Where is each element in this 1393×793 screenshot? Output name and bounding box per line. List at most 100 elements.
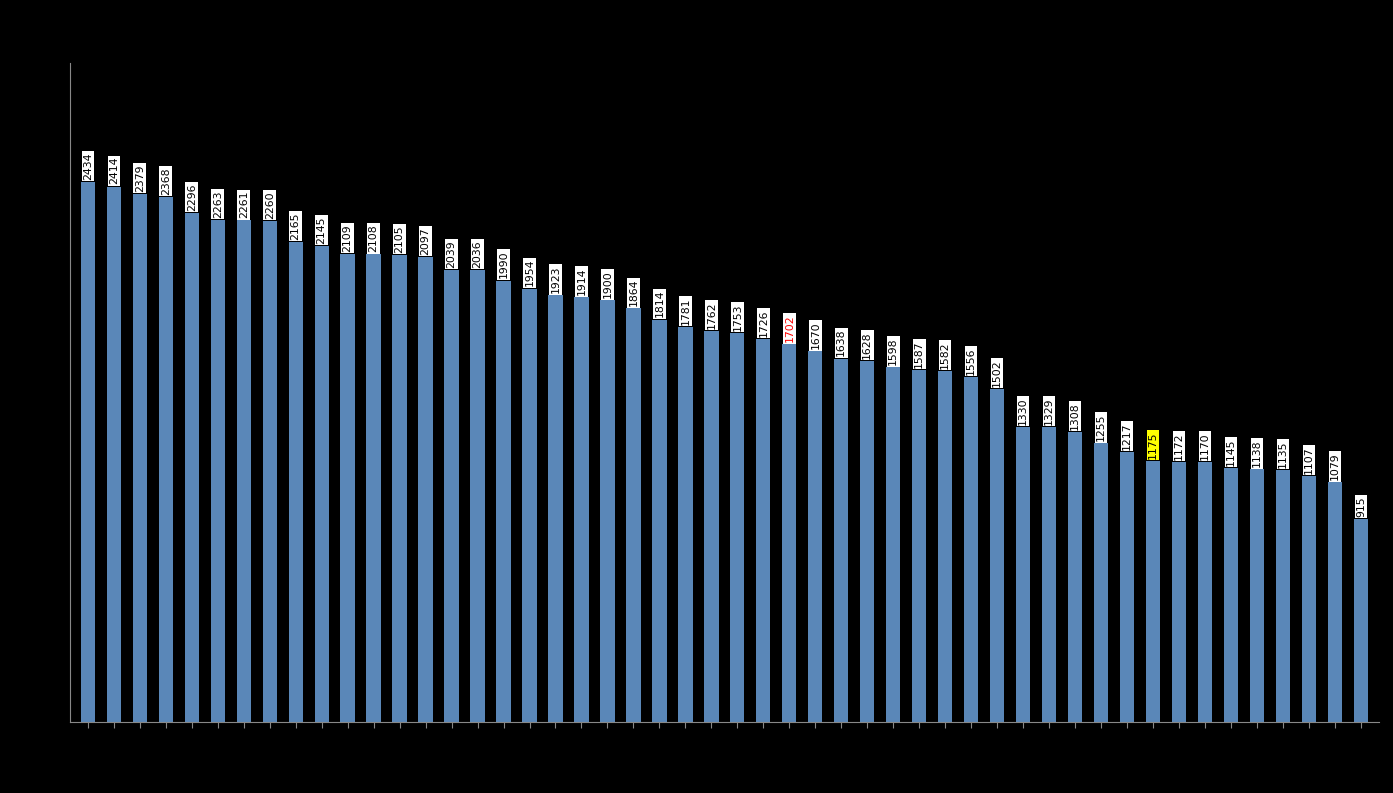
- Bar: [937, 371, 953, 722]
- Text: 1864: 1864: [628, 279, 638, 306]
- Bar: [549, 296, 563, 722]
- Bar: [522, 289, 536, 722]
- Bar: [1120, 452, 1134, 722]
- Text: 1107: 1107: [1304, 446, 1314, 474]
- Bar: [730, 333, 744, 722]
- Text: 2165: 2165: [291, 212, 301, 239]
- Bar: [471, 270, 485, 722]
- Bar: [1146, 462, 1160, 722]
- Text: 1628: 1628: [862, 331, 872, 358]
- Bar: [340, 255, 355, 722]
- Text: 1990: 1990: [499, 251, 508, 278]
- Bar: [393, 255, 407, 722]
- Bar: [496, 281, 511, 722]
- Bar: [262, 220, 277, 722]
- Text: 1172: 1172: [1174, 432, 1184, 460]
- Text: 1079: 1079: [1330, 453, 1340, 481]
- Text: 1954: 1954: [525, 259, 535, 286]
- Bar: [600, 301, 614, 722]
- Text: 1135: 1135: [1277, 440, 1289, 468]
- Bar: [834, 358, 848, 722]
- Text: 2260: 2260: [265, 191, 274, 219]
- Bar: [1224, 468, 1238, 722]
- Text: 2039: 2039: [447, 240, 457, 267]
- Bar: [705, 331, 719, 722]
- Text: 2414: 2414: [109, 157, 118, 185]
- Bar: [1042, 427, 1056, 722]
- Text: 1145: 1145: [1226, 439, 1236, 465]
- Bar: [1198, 462, 1212, 722]
- Text: 1670: 1670: [811, 322, 820, 349]
- Bar: [1276, 470, 1290, 722]
- Bar: [81, 182, 95, 722]
- Text: 2296: 2296: [187, 183, 196, 211]
- Bar: [1250, 469, 1263, 722]
- Text: 1138: 1138: [1252, 440, 1262, 467]
- Text: 1726: 1726: [758, 309, 769, 337]
- Text: 1587: 1587: [914, 340, 924, 368]
- Text: 2263: 2263: [213, 190, 223, 218]
- Text: 1255: 1255: [1096, 414, 1106, 441]
- Text: 2109: 2109: [343, 224, 352, 252]
- Text: 2261: 2261: [238, 191, 249, 218]
- Text: 2108: 2108: [369, 224, 379, 252]
- Bar: [237, 220, 251, 722]
- Bar: [418, 257, 433, 722]
- Text: 1502: 1502: [992, 359, 1002, 386]
- Bar: [159, 197, 173, 722]
- Bar: [1094, 443, 1109, 722]
- Text: 1556: 1556: [967, 347, 976, 374]
- Bar: [990, 389, 1004, 722]
- Text: 1781: 1781: [680, 297, 691, 324]
- Text: 1598: 1598: [889, 338, 898, 366]
- Bar: [288, 242, 302, 722]
- Bar: [678, 327, 692, 722]
- Bar: [781, 344, 797, 722]
- Text: 2368: 2368: [160, 167, 171, 194]
- Text: 1217: 1217: [1121, 422, 1133, 450]
- Text: 1814: 1814: [655, 290, 664, 317]
- Bar: [912, 370, 926, 722]
- Text: 2145: 2145: [316, 216, 327, 244]
- Text: 1753: 1753: [733, 304, 742, 331]
- Bar: [756, 339, 770, 722]
- Bar: [859, 361, 875, 722]
- Bar: [627, 308, 641, 722]
- Bar: [1354, 519, 1368, 722]
- Text: 1900: 1900: [602, 270, 613, 298]
- Text: 1330: 1330: [1018, 397, 1028, 425]
- Bar: [808, 351, 822, 722]
- Bar: [210, 220, 224, 722]
- Bar: [652, 320, 667, 722]
- Text: 1175: 1175: [1148, 431, 1158, 459]
- Text: 1762: 1762: [706, 301, 716, 329]
- Bar: [1328, 482, 1341, 722]
- Bar: [185, 213, 199, 722]
- Text: 1923: 1923: [550, 266, 560, 293]
- Bar: [315, 246, 329, 722]
- Bar: [1015, 427, 1031, 722]
- Text: 1914: 1914: [577, 268, 586, 295]
- Text: 1329: 1329: [1045, 397, 1055, 425]
- Text: 2105: 2105: [394, 225, 404, 253]
- Bar: [1068, 431, 1082, 722]
- Bar: [964, 377, 978, 722]
- Text: 2097: 2097: [421, 227, 430, 255]
- Bar: [886, 367, 900, 722]
- Text: 2036: 2036: [472, 240, 482, 268]
- Bar: [107, 186, 121, 722]
- Text: 1308: 1308: [1070, 402, 1080, 430]
- Text: 1638: 1638: [836, 329, 847, 356]
- Bar: [366, 255, 380, 722]
- Text: 1582: 1582: [940, 341, 950, 369]
- Text: 1702: 1702: [784, 315, 794, 343]
- Bar: [444, 270, 458, 722]
- Text: 1170: 1170: [1199, 432, 1211, 460]
- Bar: [1302, 477, 1316, 722]
- Bar: [132, 194, 146, 722]
- Bar: [1172, 462, 1187, 722]
- Text: 915: 915: [1355, 496, 1367, 517]
- Text: 2434: 2434: [82, 152, 93, 180]
- Text: 2379: 2379: [135, 165, 145, 192]
- Bar: [574, 297, 589, 722]
